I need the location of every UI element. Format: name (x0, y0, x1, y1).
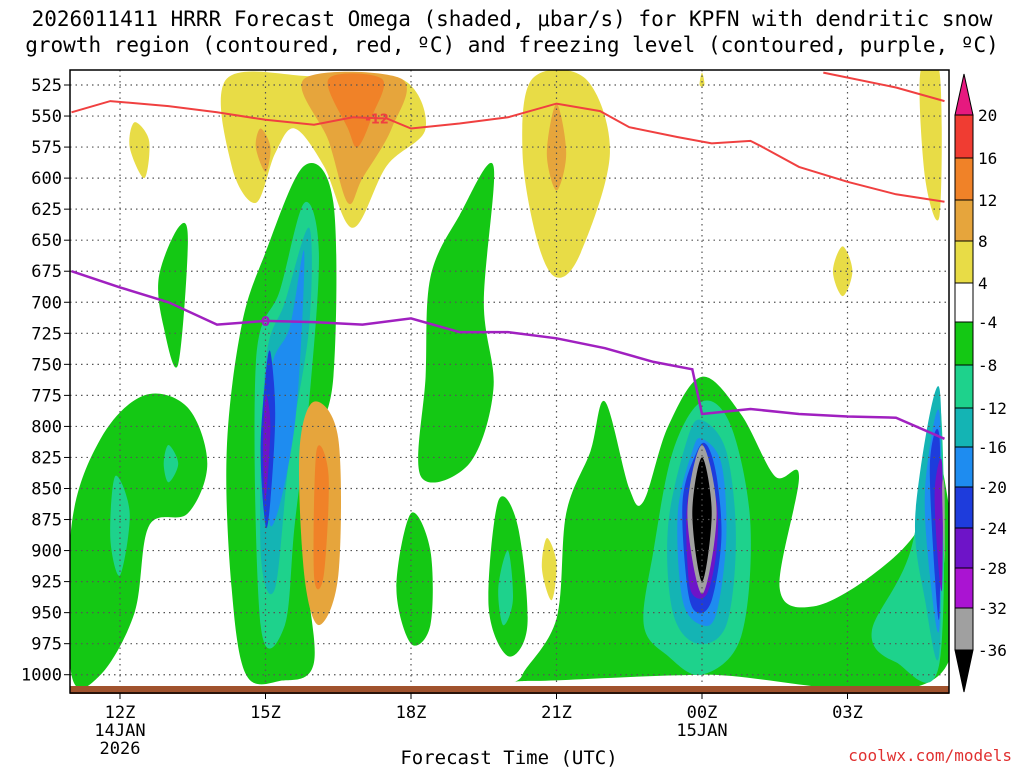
omega-region-16 (263, 394, 271, 502)
x-tick-label: 18Z (396, 703, 427, 723)
ground-bar (70, 686, 949, 694)
omega-region-7 (699, 72, 705, 87)
x-tick-label: 00Z (687, 703, 718, 723)
omega-region-9 (919, 70, 942, 221)
y-tick-label: 700 (31, 293, 62, 313)
contour-zero-label: 0 (261, 315, 270, 330)
colorbar-bin (954, 114, 974, 159)
omega-region-0 (129, 122, 150, 179)
colorbar-bin (954, 607, 974, 651)
y-tick-label: 525 (31, 76, 62, 96)
colorbar-label: -4 (978, 313, 997, 332)
x-axis-title: Forecast Time (UTC) (400, 747, 617, 768)
y-axis: 525 550 575 600 625 650 675 700 725 750 775 800 825 8… (21, 76, 70, 686)
x-tick-date: 14JAN (94, 721, 145, 741)
y-tick-label: 725 (31, 324, 62, 344)
colorbar-label: 12 (978, 191, 997, 210)
y-tick-label: 875 (31, 511, 62, 531)
colorbar-bottom-arrow (954, 649, 974, 693)
contour-minus12-upper-line (823, 71, 945, 103)
y-tick-label: 900 (31, 542, 62, 562)
contour-zero-line (71, 270, 945, 440)
chart-title-line-1: 2026011411 HRRR Forecast Omega (shaded, … (31, 7, 993, 31)
colorbar: 20 16 12 8 4 -4 -8 -12 -16 -20 -24 -28 -32 -36 (954, 73, 1007, 693)
colorbar-bin (954, 446, 974, 488)
omega-region-14 (267, 250, 305, 527)
colorbar-bin (954, 321, 974, 366)
y-tick-label: 575 (31, 138, 62, 158)
colorbar-label: -36 (978, 641, 1007, 660)
y-tick-label: 775 (31, 386, 62, 406)
colorbar-label: -24 (978, 519, 1007, 538)
colorbar-bin (954, 282, 974, 323)
omega-region-23 (498, 550, 514, 626)
colorbar-label: -12 (978, 399, 1007, 418)
grid-lines (70, 70, 949, 693)
colorbar-bin (954, 567, 974, 609)
x-tick-label: 03Z (832, 703, 863, 723)
omega-region-26 (541, 538, 557, 601)
y-tick-label: 925 (31, 573, 62, 593)
colorbar-bin (954, 199, 974, 242)
contour-minus12-label: -12 (365, 113, 389, 128)
y-tick-label: 675 (31, 262, 62, 282)
plot-frame (69, 69, 950, 694)
omega-region-4 (327, 73, 385, 148)
omega-region-5 (522, 70, 610, 278)
y-tick-label: 650 (31, 231, 62, 251)
x-tick-year: 2026 (100, 739, 141, 759)
omega-region-8 (832, 246, 853, 297)
omega-region-10 (158, 222, 188, 368)
colorbar-top-arrow (954, 73, 974, 116)
x-tick-label: 15Z (250, 703, 281, 723)
colorbar-label: -20 (978, 478, 1007, 497)
y-tick-label: 750 (31, 355, 62, 375)
omega-region-19 (163, 445, 179, 483)
colorbar-label: -32 (978, 599, 1007, 618)
y-tick-label: 600 (31, 169, 62, 189)
omega-shading (70, 70, 949, 691)
x-tick-date: 15JAN (676, 721, 727, 741)
site-credit[interactable]: coolwx.com/models (848, 746, 1012, 765)
y-tick-label: 950 (31, 604, 62, 624)
colorbar-bin (954, 364, 974, 409)
colorbar-label: -8 (978, 356, 997, 375)
colorbar-label: 8 (978, 232, 988, 251)
y-tick-label: 550 (31, 107, 62, 127)
y-tick-label: 975 (31, 635, 62, 655)
omega-region-40 (942, 479, 945, 563)
chart-title-line-2: growth region (contoured, red, ºC) and f… (25, 33, 999, 57)
y-tick-label: 800 (31, 417, 62, 437)
colorbar-label: -28 (978, 559, 1007, 578)
y-tick-label: 825 (31, 448, 62, 468)
colorbar-label: 20 (978, 106, 997, 125)
colorbar-bin (954, 527, 974, 569)
colorbar-bin (954, 157, 974, 201)
colorbar-bin (954, 407, 974, 448)
x-tick-label: 21Z (541, 703, 572, 723)
y-tick-label: 850 (31, 479, 62, 499)
contours: -12 0 (71, 71, 945, 440)
colorbar-label: 16 (978, 149, 997, 168)
omega-region-25 (313, 445, 329, 590)
omega-region-39 (934, 458, 943, 592)
colorbar-bin (954, 240, 974, 284)
y-tick-label: 1000 (21, 666, 62, 686)
y-tick-label: 625 (31, 200, 62, 220)
omega-region-2 (255, 128, 271, 172)
colorbar-label: 4 (978, 274, 988, 293)
omega-region-21 (418, 162, 495, 483)
x-tick-label: 12Z (105, 703, 136, 723)
colorbar-bin (954, 486, 974, 529)
contour-minus12-line (71, 100, 945, 203)
colorbar-label: -16 (978, 438, 1007, 457)
